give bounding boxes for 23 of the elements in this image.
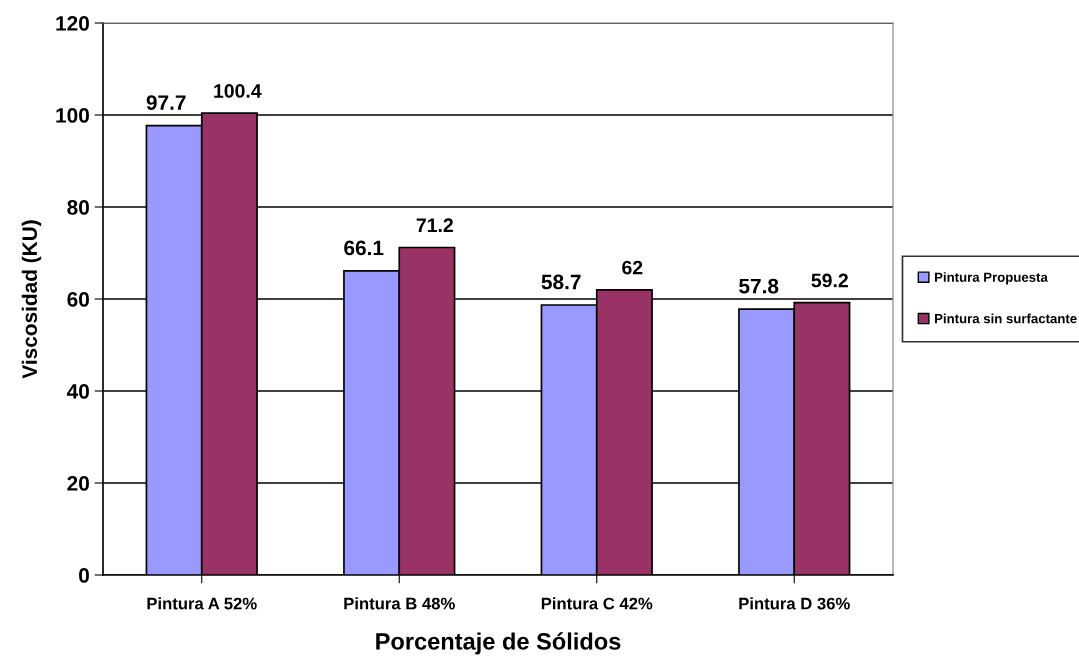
y-axis-title: Viscosidad (KU) — [21, 220, 42, 379]
data-label: 66.1 — [344, 240, 384, 256]
data-label: 100.4 — [214, 84, 262, 98]
y-tick-label: 80 — [67, 200, 89, 215]
y-tick-label: 0 — [79, 568, 89, 583]
data-label: 71.2 — [416, 218, 453, 232]
x-axis-title: Porcentaje de Sólidos — [376, 632, 621, 655]
legend-label: Pintura Propuesta — [935, 272, 1048, 285]
data-label: 58.7 — [541, 274, 581, 290]
y-tick-label: 20 — [67, 476, 89, 491]
data-label: 62 — [622, 260, 643, 275]
x-tick-label: Pintura B 48% — [344, 597, 455, 610]
y-tick-label: 100 — [56, 108, 89, 123]
x-tick-label: Pintura C 42% — [541, 597, 653, 610]
data-label: 97.7 — [146, 95, 186, 110]
y-tick-label: 60 — [67, 292, 89, 307]
y-tick-label: 120 — [56, 16, 89, 31]
x-tick-label: Pintura D 36% — [739, 597, 850, 610]
data-label: 59.2 — [811, 273, 848, 288]
x-tick-label: Pintura A 52% — [147, 597, 257, 610]
data-label: 57.8 — [739, 278, 779, 294]
y-tick-label: 40 — [66, 384, 89, 399]
legend-label: Pintura sin surfactante — [935, 313, 1077, 324]
